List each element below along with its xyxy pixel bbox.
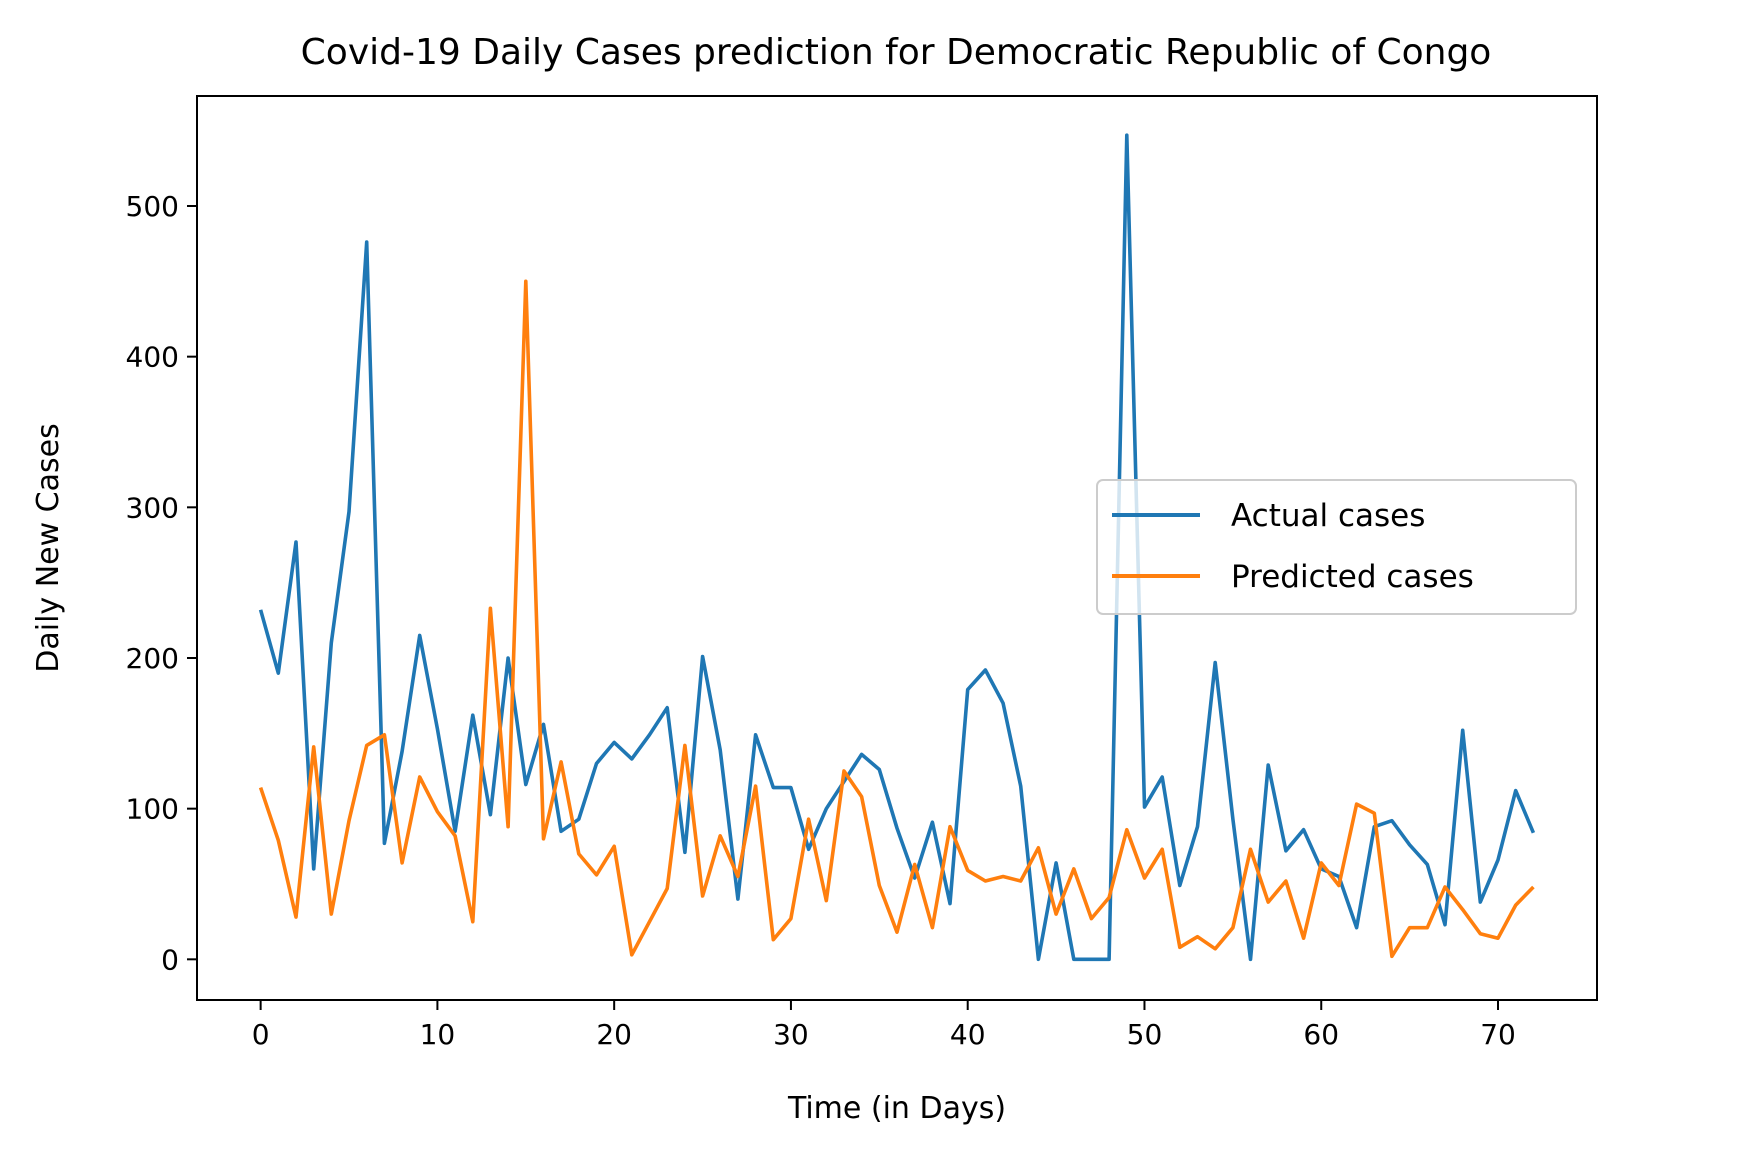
legend: Actual cases Predicted cases [1096,479,1577,615]
series-line-predicted [258,279,1535,959]
x-tick-label: 10 [420,1018,456,1051]
series-layer [258,133,1536,962]
y-tick-label: 0 [161,943,179,976]
y-tick-label: 500 [126,190,179,223]
y-tick-label: 100 [126,793,179,826]
x-tick-label: 70 [1480,1018,1516,1051]
y-axis-title: Daily New Cases [31,423,66,672]
x-axis: 0 10 20 30 40 50 60 70 [252,1000,1516,1051]
legend-box [1096,479,1577,615]
legend-label-predicted: Predicted cases [1231,559,1474,595]
x-tick-label: 40 [950,1018,986,1051]
x-tick-label: 60 [1303,1018,1339,1051]
y-axis: 0 100 200 300 400 500 [126,190,197,976]
y-tick-label: 200 [126,642,179,675]
y-tick-label: 400 [126,341,179,374]
x-tick-label: 20 [596,1018,632,1051]
chart-title: Covid-19 Daily Cases prediction for Demo… [301,32,1492,73]
x-axis-title: Time (in Days) [787,1091,1006,1126]
x-tick-label: 50 [1127,1018,1163,1051]
plot-frame [196,95,1598,1001]
x-tick-label: 0 [252,1018,270,1051]
x-tick-label: 30 [773,1018,809,1051]
y-tick-label: 300 [126,491,179,524]
legend-label-actual: Actual cases [1231,498,1425,534]
